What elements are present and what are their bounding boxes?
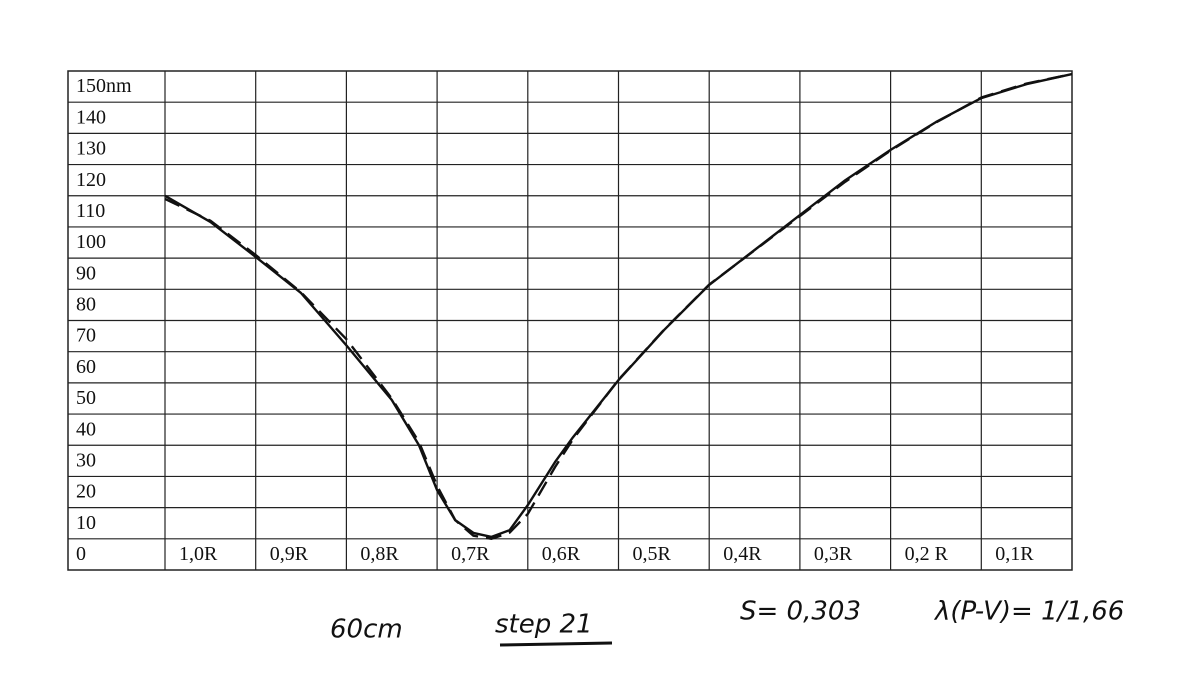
x-tick-label: 0,8R (360, 543, 399, 565)
y-tick-label: 0 (76, 543, 86, 565)
y-tick-label: 120 (76, 169, 106, 191)
x-tick-label: 0,2 R (905, 543, 949, 565)
x-tick-label: 0,6R (542, 543, 581, 565)
y-tick-label: 20 (76, 481, 96, 503)
y-tick-label: 100 (76, 231, 106, 253)
y-tick-label: 150nm (76, 75, 132, 97)
x-tick-label: 0,1R (995, 543, 1034, 565)
annotation: step 21 (495, 610, 593, 640)
x-tick-label: 0,9R (270, 543, 309, 565)
annotation: S= 0,303 (740, 597, 861, 627)
x-tick-label: 0,4R (723, 543, 762, 565)
y-tick-label: 10 (76, 512, 96, 534)
y-tick-label: 90 (76, 262, 96, 284)
annotation: 60cm (330, 615, 403, 645)
x-tick-label: 0,7R (451, 543, 490, 565)
y-tick-label: 130 (76, 138, 106, 160)
y-tick-label: 70 (76, 325, 96, 347)
annotation: λ(P-V)= 1/1,66 (933, 597, 1124, 627)
x-tick-label: 1,0R (179, 543, 218, 565)
x-tick-label: 0,5R (633, 543, 672, 565)
y-tick-label: 40 (76, 418, 96, 440)
y-tick-label: 80 (76, 294, 96, 316)
y-tick-label: 30 (76, 449, 96, 471)
annotation-underline (499, 641, 613, 647)
data-line (164, 72, 1073, 540)
y-tick-label: 110 (76, 200, 105, 222)
y-tick-label: 140 (76, 106, 106, 128)
y-tick-label: 50 (76, 387, 96, 409)
x-tick-label: 0,3R (814, 543, 853, 565)
y-tick-label: 60 (76, 356, 96, 378)
